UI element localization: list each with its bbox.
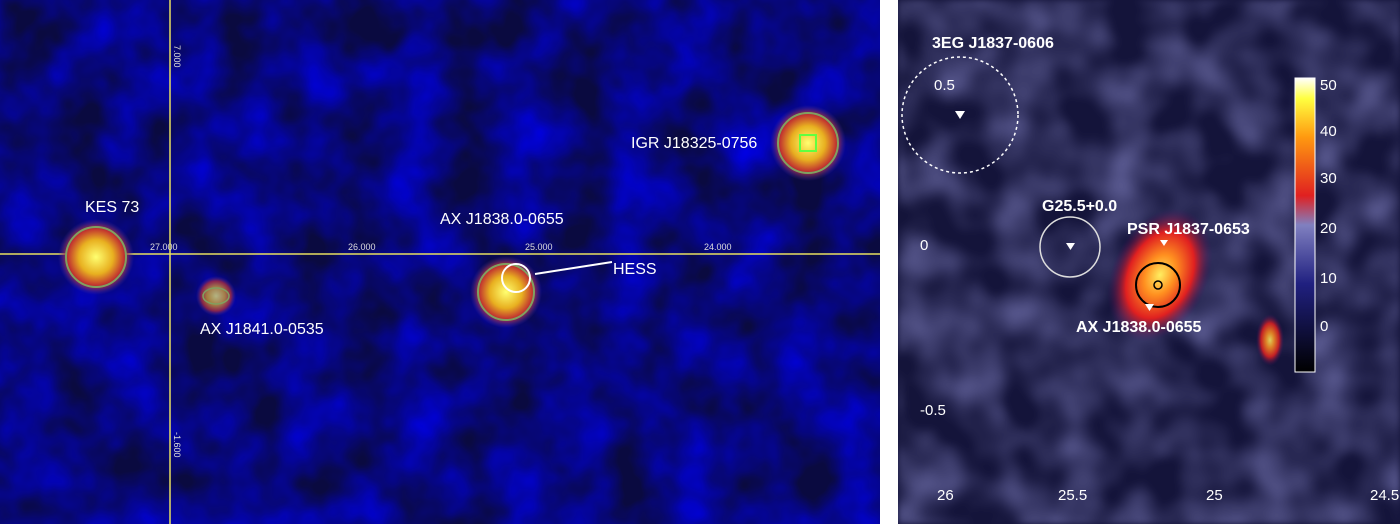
x-tick-label: 24.000 <box>704 242 732 252</box>
x-tick-label: 25.5 <box>1058 487 1087 504</box>
y-tick-label: 0 <box>920 237 928 254</box>
source-label: G25.5+0.0 <box>1042 198 1117 215</box>
emission-blob <box>1256 314 1284 366</box>
y-tick-label: 0.5 <box>934 77 955 94</box>
source-label: AX J1838.0-0655 <box>1076 319 1202 336</box>
contour <box>202 287 230 305</box>
source-blob <box>58 219 134 295</box>
contour <box>477 263 535 321</box>
x-tick-label: 25.000 <box>525 242 553 252</box>
hess-circle <box>501 263 531 293</box>
marker <box>1066 243 1075 250</box>
contour <box>65 226 127 288</box>
marker <box>1153 280 1163 290</box>
x-tick-label: 27.000 <box>150 242 178 252</box>
source-label: KES 73 <box>85 199 139 216</box>
source-label: 3EG J1837-0606 <box>932 35 1054 52</box>
source-circle <box>1135 262 1181 308</box>
left-panel: KES 73 AX J1841.0-0535 AX J1838.0-0655 H… <box>0 0 880 524</box>
source-circle <box>1039 216 1101 278</box>
colorbar-tick-label: 40 <box>1320 123 1337 140</box>
colorbar <box>1294 77 1316 373</box>
source-label: AX J1838.0-0655 <box>440 211 564 228</box>
y-tick-label: -1.600 <box>172 432 182 458</box>
source-blob <box>770 105 846 181</box>
x-tick-label: 24.5 <box>1370 487 1399 504</box>
contour <box>777 112 839 174</box>
colorbar-tick-label: 0 <box>1320 318 1328 335</box>
source-blob <box>470 256 542 328</box>
right-panel: 3EG J1837-0606 G25.5+0.0 PSR J1837-0653 … <box>898 0 1400 524</box>
marker <box>1145 304 1154 311</box>
source-label: PSR J1837-0653 <box>1127 221 1250 238</box>
x-tick-label: 26 <box>937 487 954 504</box>
marker <box>955 111 965 119</box>
source-label: IGR J18325-0756 <box>631 135 757 152</box>
source-circle <box>901 56 1019 174</box>
marker <box>1160 240 1168 246</box>
x-tick-label: 26.000 <box>348 242 376 252</box>
source-label: AX J1841.0-0535 <box>200 321 324 338</box>
colorbar-tick-label: 10 <box>1320 270 1337 287</box>
sky-map-noise <box>0 0 880 524</box>
hess-pointer <box>534 261 613 275</box>
colorbar-tick-label: 30 <box>1320 170 1337 187</box>
y-tick-label: -0.5 <box>920 402 946 419</box>
colorbar-tick-label: 20 <box>1320 220 1337 237</box>
marker <box>799 134 817 152</box>
colorbar-tick-label: 50 <box>1320 77 1337 94</box>
source-blob <box>196 276 236 316</box>
x-tick-label: 25 <box>1206 487 1223 504</box>
emission-blob <box>1107 208 1213 342</box>
source-label: HESS <box>613 261 657 278</box>
y-tick-label: 7.000 <box>172 45 182 68</box>
